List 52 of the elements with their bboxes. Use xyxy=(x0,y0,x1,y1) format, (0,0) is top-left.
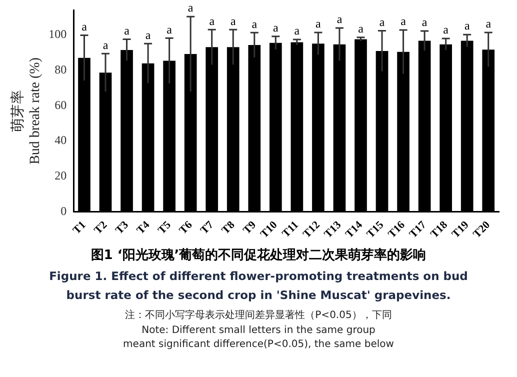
annotation: a xyxy=(358,22,364,36)
annotation: a xyxy=(443,22,450,37)
annotation: a xyxy=(145,28,152,42)
text: Figure 1. Effect of different flower-promoting treatments on bud burst rate of the second crop in 'Shine Muscat' grapevines. xyxy=(48,268,469,304)
x-tick-label: T18 xyxy=(428,218,450,240)
y-tick-label: 0 xyxy=(60,204,67,218)
text: 图1 ‘阳光玫瑰’葡萄的不同促花处理对二次果萌芽率的影响 xyxy=(90,246,428,264)
x-tick-label: T4 xyxy=(134,218,153,237)
x-tick-label: T19 xyxy=(450,218,472,240)
x-tick-label: T3 xyxy=(113,218,132,237)
annotation: a xyxy=(400,14,407,28)
x-tick-label: T15 xyxy=(364,218,386,240)
x-tick-label: T11 xyxy=(280,219,302,240)
annotation: a xyxy=(336,12,343,26)
y-tick-label: 80 xyxy=(54,62,67,76)
annotation: a xyxy=(209,14,216,28)
y-tick-label: 60 xyxy=(54,98,67,112)
annotation: a xyxy=(124,23,130,38)
annotation: a xyxy=(379,14,386,29)
x-tick-label: T16 xyxy=(386,218,408,240)
annotation: a xyxy=(188,0,194,15)
y-tick-label: 20 xyxy=(54,168,67,183)
x-tick-label: T12 xyxy=(300,218,323,240)
annotation: a xyxy=(316,16,322,31)
x-tick-label: T9 xyxy=(240,218,259,237)
x-tick-label: T1 xyxy=(70,219,88,237)
annotation: a xyxy=(486,16,492,31)
x-tick-label: T5 xyxy=(156,218,174,237)
x-tick-label: T7 xyxy=(198,218,216,237)
annotation: a xyxy=(464,18,470,33)
text: meant significant difference(P<0.05), the same below xyxy=(122,339,395,350)
annotation: a xyxy=(273,20,279,35)
annotation: a xyxy=(252,16,258,31)
x-tick-label: T6 xyxy=(177,218,196,237)
annotation: a xyxy=(422,15,428,30)
x-tick-label: T8 xyxy=(220,218,238,237)
x-tick-label: T14 xyxy=(343,218,366,240)
y-axis-title: 萌芽率 Bud break rate (%) xyxy=(10,57,43,164)
y-tick-label: 100 xyxy=(48,27,67,42)
x-tick-label: T20 xyxy=(471,218,493,240)
x-tick-label: T10 xyxy=(258,218,280,240)
text: 注：不同小写字母表示处理间差异显著性（P<0.05），下同 xyxy=(124,308,393,322)
y-tick-label: 40 xyxy=(54,133,67,148)
annotation: a xyxy=(230,14,236,28)
annotation: a xyxy=(294,24,300,38)
annotation: a xyxy=(102,38,109,52)
x-tick-label: T2 xyxy=(92,218,110,237)
x-tick-label: T17 xyxy=(407,218,430,240)
text: Note: Different small letters in the same group xyxy=(140,325,376,336)
annotation: a xyxy=(166,22,173,36)
x-tick-label: T13 xyxy=(322,218,344,240)
annotation: a xyxy=(82,19,88,34)
